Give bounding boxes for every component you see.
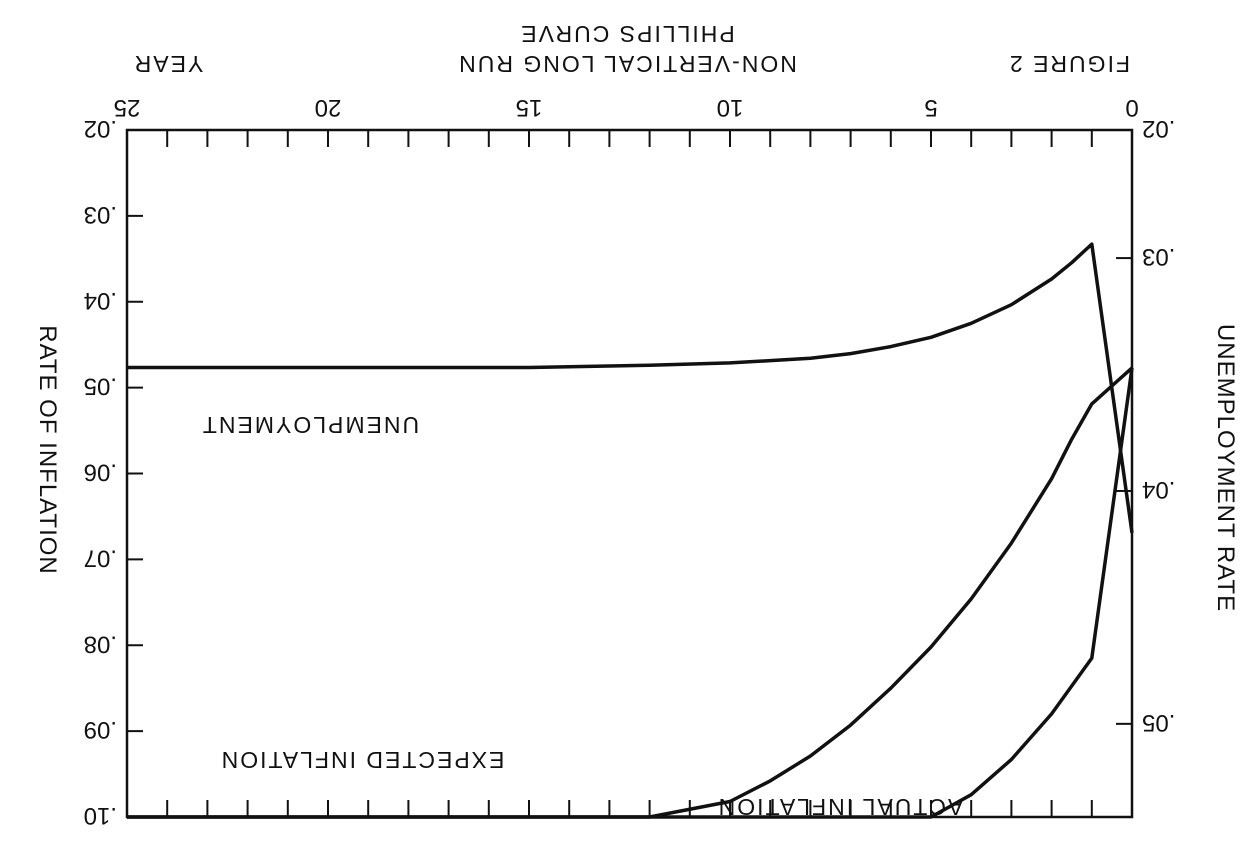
series-label-expected-inflation: EXPECTED INFLATION <box>220 747 505 773</box>
plot-frame <box>125 128 1134 819</box>
x-axis-label: YEAR <box>133 51 204 77</box>
inflation-tick-label: .03 <box>84 201 117 228</box>
inflation-tick-label: .04 <box>84 287 117 314</box>
series-line-unemployment <box>127 242 1134 534</box>
x-tick-label: 10 <box>717 94 744 121</box>
figure-title-line-1: FIGURE 2 <box>1008 51 1130 77</box>
inflation-tick-label: .09 <box>84 716 117 743</box>
series-lines <box>127 242 1134 819</box>
unemployment-tick-label: .05 <box>1142 709 1175 736</box>
inflation-tick-label: .10 <box>84 802 117 829</box>
series-label-unemployment: UNEMPLOYMENT <box>201 412 419 438</box>
figure-title-line-3: PHILLIPS CURVE <box>519 21 734 47</box>
y-axis-label-right: UNEMPLOYMENT RATE <box>1212 324 1239 612</box>
unemployment-tick-label: .04 <box>1142 476 1175 503</box>
inflation-tick-label: .07 <box>84 544 117 571</box>
unemployment-tick-label: .02 <box>1142 115 1175 142</box>
inflation-tick-label: .05 <box>84 373 117 400</box>
x-tick-label: 0 <box>1125 94 1138 121</box>
inflation-tick-label: .02 <box>84 115 117 142</box>
series-label-actual-inflation: ACTUAL INFLATION <box>717 794 964 820</box>
x-tick-label: 20 <box>315 94 342 121</box>
inflation-tick-label: .08 <box>84 630 117 657</box>
inflation-tick-label: .06 <box>84 459 117 486</box>
y-axis-label-left: RATE OF INFLATION <box>34 325 61 574</box>
figure-title-line-2: NON-VERTICAL LONG RUN <box>457 51 797 77</box>
unemployment-tick-label: .03 <box>1142 243 1175 270</box>
tick-marks <box>126 129 1133 818</box>
x-tick-label: 5 <box>924 94 937 121</box>
tick-labels: 0510152025.02.03.04.05.06.07.08.09.10.02… <box>84 94 1176 829</box>
series-line-actual-inflation <box>127 367 1134 819</box>
x-tick-label: 15 <box>516 94 543 121</box>
x-tick-label: 25 <box>114 94 141 121</box>
